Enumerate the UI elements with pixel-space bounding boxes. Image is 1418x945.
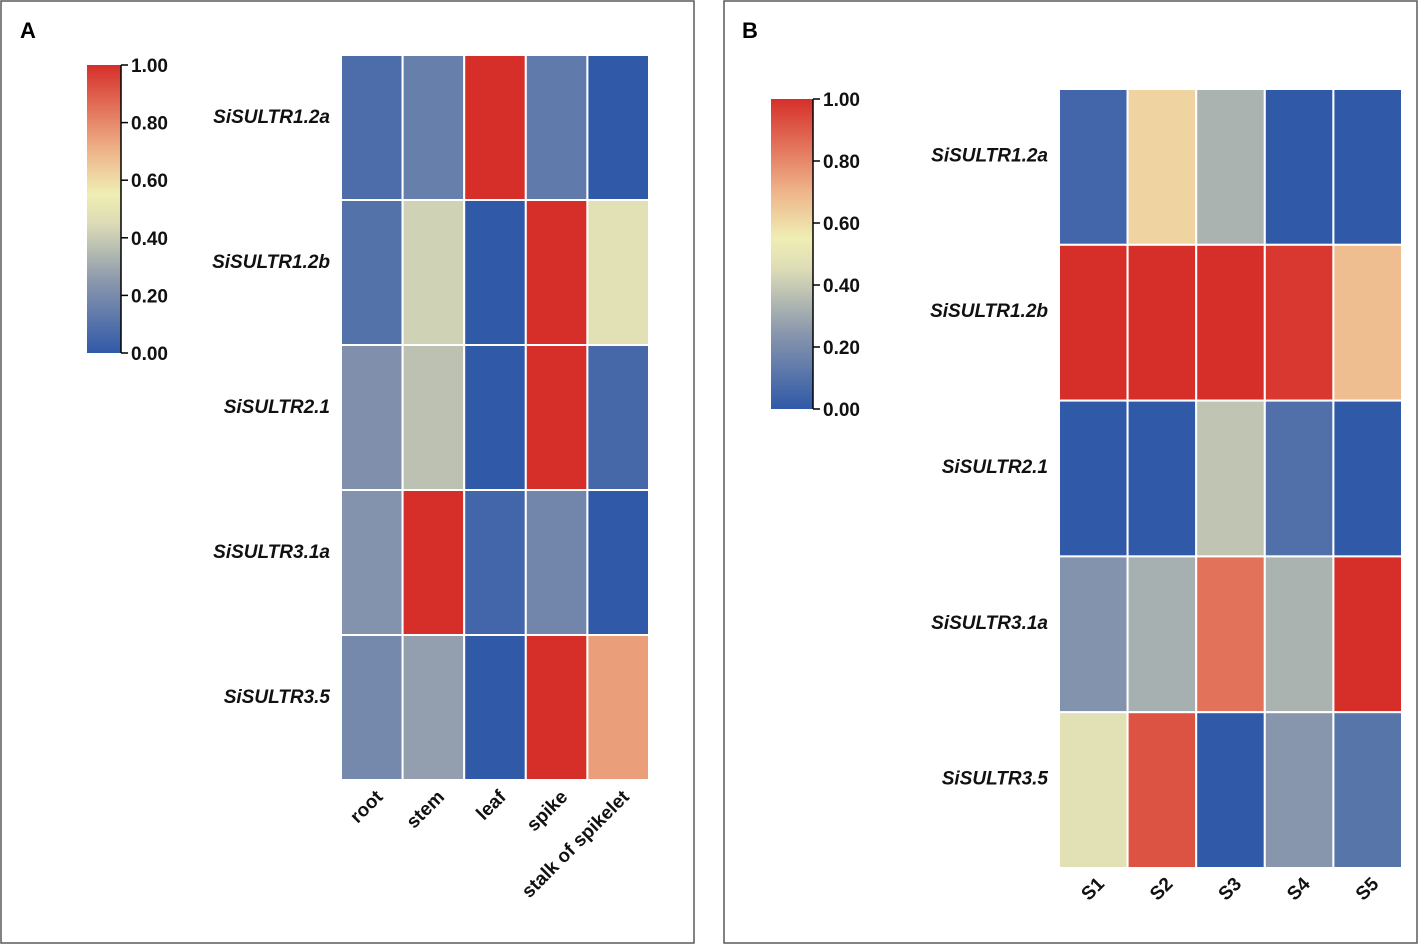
- panel-a-frame: [0, 0, 695, 944]
- heatmap-cell: [401, 54, 466, 201]
- column-label: S1: [1078, 873, 1110, 905]
- gene-label: SiSULTR1.2a: [213, 107, 330, 128]
- heatmap-cell: [340, 489, 404, 636]
- gene-label: SiSULTR2.1: [942, 457, 1048, 478]
- heatmap-cell: [1126, 243, 1198, 402]
- heatmap-cell: [1332, 555, 1404, 714]
- heatmap-cell: [1126, 88, 1198, 246]
- colorbar-tick-label: 0.00: [823, 400, 860, 421]
- panel-b-frame: [723, 0, 1418, 944]
- column-label: S3: [1215, 874, 1246, 905]
- gene-label: SiSULTR1.2a: [931, 145, 1048, 166]
- heatmap-cell: [1126, 399, 1198, 558]
- heatmap-cell: [1332, 711, 1404, 870]
- column-label: leaf: [473, 786, 511, 824]
- column-label: S2: [1146, 874, 1177, 905]
- heatmap-cell: [340, 634, 404, 781]
- colorbar-tick-label: 0.60: [823, 214, 860, 235]
- panel-a-heatmap: SiSULTR1.2a SiSULTR1.2b SiSULTR2.1 SiSULTR3…: [87, 54, 651, 902]
- heatmap-cell: [1195, 711, 1266, 870]
- heatmap-cell: [524, 199, 589, 346]
- gene-label: SiSULTR1.2b: [212, 252, 330, 273]
- heatmap-cell: [1332, 243, 1404, 402]
- heatmap-cell: [1058, 243, 1129, 402]
- heatmap-cell: [463, 489, 527, 636]
- heatmap-cell: [586, 634, 651, 781]
- heatmap-cell: [1263, 88, 1335, 246]
- heatmap-cell: [586, 489, 651, 636]
- heatmap-cell: [1195, 399, 1266, 558]
- column-label: stem: [403, 787, 449, 833]
- heatmap-cell: [1058, 399, 1129, 558]
- heatmap-cell: [1263, 243, 1335, 402]
- heatmap-cell: [401, 634, 466, 781]
- column-label: stalk of spikelet: [518, 786, 634, 902]
- heatmap-cell: [401, 344, 466, 491]
- heatmap-cell: [1195, 555, 1266, 714]
- column-label: root: [346, 786, 387, 827]
- colorbar-tick-label: 0.20: [131, 286, 168, 307]
- gene-label: SiSULTR2.1: [224, 397, 330, 418]
- heatmap-cell: [1058, 711, 1129, 870]
- column-label: S5: [1352, 873, 1384, 905]
- gene-label: SiSULTR3.1a: [213, 542, 330, 563]
- heatmap-cell: [340, 54, 404, 201]
- heatmap-cell: [1058, 555, 1129, 714]
- colorbar: [87, 65, 121, 353]
- column-label: spike: [523, 787, 572, 836]
- heatmap-cell: [340, 199, 404, 346]
- heatmap-cell: [463, 634, 527, 781]
- heatmap-cell: [1332, 88, 1404, 246]
- heatmap-cell: [1263, 711, 1335, 870]
- colorbar: [771, 99, 813, 409]
- heatmap-cell: [524, 344, 589, 491]
- heatmap-cell: [1126, 711, 1198, 870]
- heatmap-cell: [1263, 399, 1335, 558]
- gene-label: SiSULTR1.2b: [930, 301, 1048, 322]
- heatmap-cell: [463, 344, 527, 491]
- heatmap-cell: [340, 344, 404, 491]
- gene-label: SiSULTR3.5: [224, 687, 331, 708]
- heatmap-cell: [524, 634, 589, 781]
- panel-b-heatmap: SiSULTR1.2a SiSULTR1.2b SiSULTR2.1 SiSULTR3…: [771, 88, 1404, 905]
- heatmap-cell: [586, 54, 651, 201]
- heatmap-cell: [1332, 399, 1404, 558]
- colorbar-tick-label: 0.80: [823, 152, 860, 173]
- colorbar-tick-label: 0.40: [131, 229, 168, 250]
- colorbar-tick-label: 0.20: [823, 338, 860, 359]
- heatmap-cell: [401, 199, 466, 346]
- heatmap-cell: [1195, 88, 1266, 246]
- gene-label: SiSULTR3.1a: [931, 613, 1048, 634]
- colorbar-tick-label: 0.40: [823, 276, 860, 297]
- heatmap-cell: [1058, 88, 1129, 246]
- heatmap-cell: [1195, 243, 1266, 402]
- heatmap-cell: [1126, 555, 1198, 714]
- heatmap-cell: [586, 199, 651, 346]
- colorbar-tick-label: 0.60: [131, 171, 168, 192]
- colorbar-tick-label: 0.80: [131, 114, 168, 135]
- heatmap-cell: [586, 344, 651, 491]
- heatmap-cell: [463, 54, 527, 201]
- gene-label: SiSULTR3.5: [942, 769, 1049, 790]
- colorbar-tick-label: 0.00: [131, 344, 168, 365]
- heatmap-cell: [524, 54, 589, 201]
- colorbar-tick-label: 1.00: [823, 90, 860, 111]
- heatmap-cell: [463, 199, 527, 346]
- panel-a-label: A: [20, 18, 36, 43]
- heatmap-cell: [1263, 555, 1335, 714]
- column-label: S4: [1283, 873, 1315, 905]
- heatmap-cell: [524, 489, 589, 636]
- colorbar-tick-label: 1.00: [131, 56, 168, 77]
- panel-b-label: B: [742, 18, 758, 43]
- heatmap-cell: [401, 489, 466, 636]
